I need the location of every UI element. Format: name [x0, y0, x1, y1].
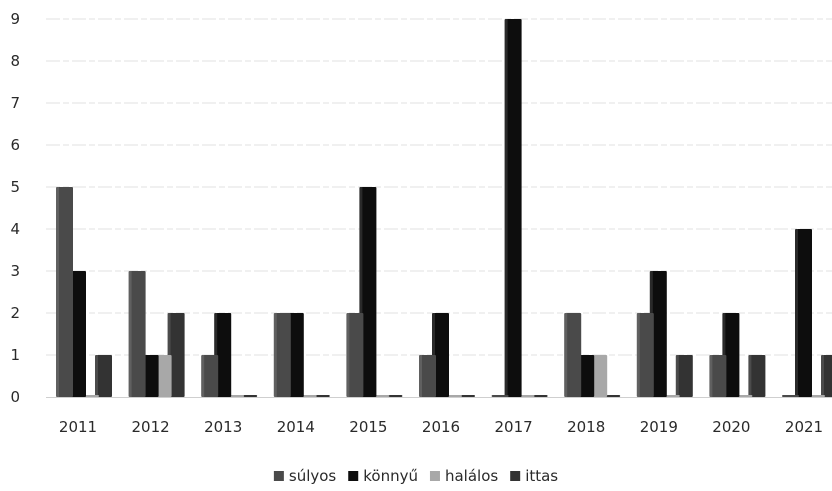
bar-ittas-2021: [821, 355, 832, 397]
bar-highlight: [709, 355, 713, 397]
bar-halálos-2019: [662, 395, 680, 397]
bar-ittas-2018: [603, 395, 621, 397]
legend-label-súlyos: súlyos: [289, 467, 337, 485]
bar-ittas-2019: [675, 355, 693, 397]
bar-highlight: [359, 187, 363, 397]
bar-highlight: [128, 271, 132, 397]
legend-swatch-ittas: [510, 471, 521, 481]
bar-súlyos-2011: [56, 187, 73, 397]
y-tick-label: 3: [10, 262, 20, 280]
bar-könnyű-2013: [214, 313, 232, 397]
x-tick-label: 2020: [712, 418, 750, 436]
bar-súlyos-2017: [491, 395, 509, 397]
bar-highlight: [419, 355, 422, 397]
y-tick-label: 2: [10, 304, 20, 322]
bar-highlight: [675, 355, 679, 397]
bar-ittas-2015: [385, 395, 403, 397]
bar-highlight: [273, 313, 277, 397]
x-tick-label: 2012: [132, 418, 170, 436]
bar-súlyos-2015: [346, 313, 364, 397]
bar-highlight: [748, 355, 752, 397]
bar-halálos-2017: [517, 395, 535, 397]
bar-ittas-2011: [95, 355, 112, 397]
bar-súlyos-2020: [709, 355, 727, 397]
bar-súlyos-2018: [564, 313, 582, 397]
bar-ittas-2014: [312, 395, 330, 397]
bar-halálos-2021: [808, 395, 825, 397]
legend-swatch-könnyű: [348, 471, 359, 481]
bar-könnyű-2017: [504, 19, 522, 397]
x-tick-label: 2018: [567, 418, 605, 436]
legend-label-halálos: halálos: [445, 467, 498, 485]
x-tick-label: 2011: [59, 418, 97, 436]
y-axis-tick-labels: 0 1 2 3 4 5 6 7 8 9: [10, 10, 20, 406]
bar-súlyos-2013: [201, 355, 219, 397]
x-tick-label: 2019: [640, 418, 678, 436]
bar-highlight: [346, 313, 350, 397]
y-tick-label: 4: [10, 220, 20, 238]
y-tick-label: 6: [10, 136, 20, 154]
bar-halálos-2011: [82, 395, 99, 397]
bar-highlight: [56, 187, 59, 397]
x-tick-label: 2016: [422, 418, 460, 436]
y-tick-label: 5: [10, 178, 20, 196]
legend-label-ittas: ittas: [525, 467, 558, 485]
y-tick-label: 7: [10, 94, 20, 112]
bar-highlight: [795, 229, 798, 397]
bar-halálos-2018: [590, 355, 608, 397]
bar-highlight: [504, 19, 508, 397]
x-tick-label: 2013: [204, 418, 242, 436]
bar-könnyű-2011: [69, 271, 86, 397]
bar-könnyű-2021: [795, 229, 812, 397]
bar-highlight: [564, 313, 568, 397]
bar-highlight: [201, 355, 205, 397]
bar-könnyű-2016: [432, 313, 449, 397]
x-axis-tick-labels: 2011 2012 2013 2014 2015 2016 2017 2018 2019 2020…: [59, 418, 823, 436]
bar-könnyű-2018: [577, 355, 595, 397]
x-tick-label: 2017: [495, 418, 533, 436]
bar-könnyű-2014: [286, 313, 304, 397]
bar-súlyos-2019: [636, 313, 654, 397]
y-tick-label: 9: [10, 10, 20, 28]
x-tick-label: 2021: [785, 418, 823, 436]
bar-súlyos-2021: [782, 395, 799, 397]
bar-halálos-2015: [372, 395, 390, 397]
bar-súlyos-2014: [273, 313, 291, 397]
bar-ittas-2012: [167, 313, 185, 397]
bar-könnyű-2012: [141, 355, 159, 397]
bar-highlight: [95, 355, 98, 397]
legend-label-könnyű: könnyű: [363, 467, 418, 485]
bar-halálos-2014: [299, 395, 317, 397]
bar-halálos-2020: [735, 395, 753, 397]
legend-swatch-súlyos: [273, 471, 284, 481]
bar-ittas-2020: [748, 355, 766, 397]
bar-könnyű-2015: [359, 187, 377, 397]
bar-ittas-2016: [458, 395, 475, 397]
x-tick-label: 2014: [277, 418, 315, 436]
bar-ittas-2017: [530, 395, 548, 397]
bar-könnyű-2019: [649, 271, 667, 397]
legend: súlyos könnyű halálos ittas: [273, 467, 558, 485]
bar-halálos-2013: [227, 395, 245, 397]
legend-swatch-halálos: [429, 471, 440, 481]
bar-ittas-2013: [240, 395, 258, 397]
bar-súlyos-2016: [419, 355, 436, 397]
bar-könnyű-2020: [722, 313, 740, 397]
x-tick-label: 2015: [349, 418, 387, 436]
bar-halálos-2012: [154, 355, 172, 397]
y-tick-label: 8: [10, 52, 20, 70]
bar-highlight: [821, 355, 824, 397]
bar-highlight: [636, 313, 640, 397]
bar-súlyos-2012: [128, 271, 146, 397]
y-tick-label: 0: [10, 388, 20, 406]
y-tick-label: 1: [10, 346, 20, 364]
bar-halálos-2016: [445, 395, 462, 397]
bars: [56, 19, 832, 397]
